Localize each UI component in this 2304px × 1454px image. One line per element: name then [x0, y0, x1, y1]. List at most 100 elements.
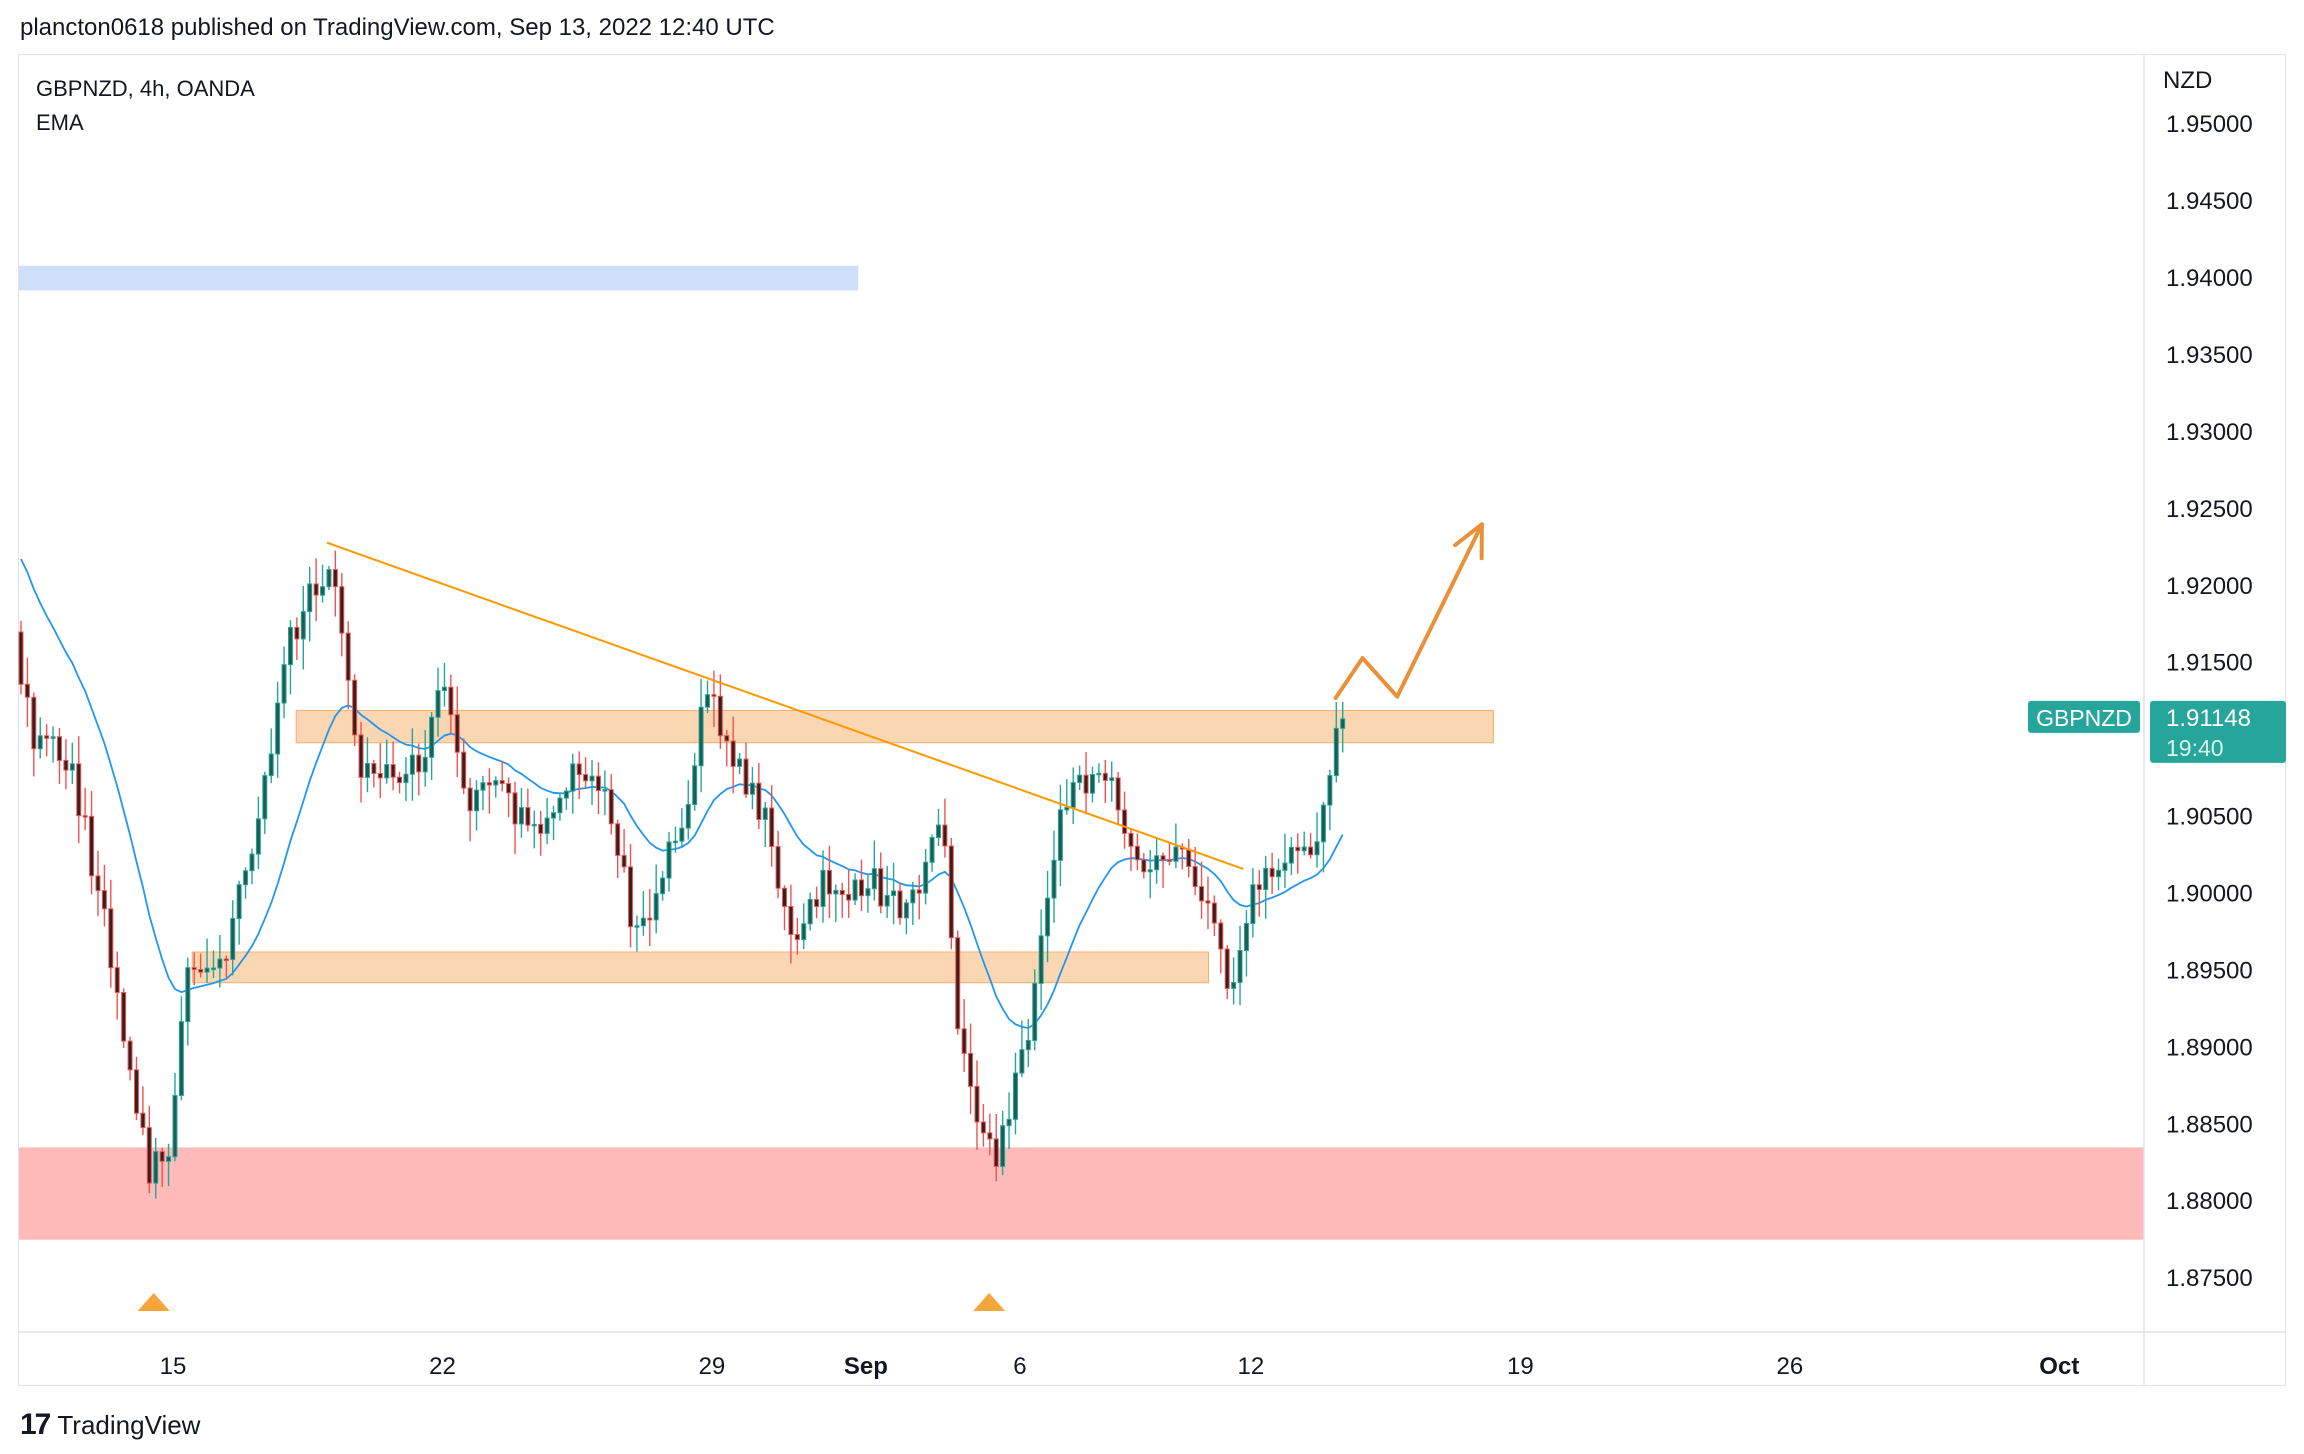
candle-down: [878, 868, 884, 907]
candle-down: [1192, 866, 1198, 888]
candle-up: [865, 888, 871, 897]
price-tick-label: 1.87500: [2166, 1265, 2253, 1292]
candle-down: [339, 586, 345, 634]
candle-down: [628, 866, 634, 928]
candle-up: [217, 958, 223, 969]
candle-down: [332, 569, 338, 588]
candle-up: [737, 758, 743, 767]
candle-down: [583, 774, 589, 782]
candle-down: [993, 1138, 999, 1168]
candle-down: [191, 967, 197, 971]
candle-up: [166, 1156, 172, 1162]
candle-down: [44, 735, 50, 739]
candle-down: [717, 695, 723, 737]
candle-down: [916, 889, 922, 894]
candle-up: [891, 890, 897, 896]
candle-up: [307, 583, 313, 613]
candle-up: [403, 773, 409, 784]
candle-down: [371, 763, 377, 774]
candle-up: [384, 764, 390, 779]
candle-up: [275, 702, 281, 755]
candle-down: [769, 807, 775, 848]
candle-down: [826, 869, 832, 895]
candle-down: [1122, 809, 1128, 834]
candle-down: [121, 991, 127, 1042]
candle-down: [1224, 948, 1230, 989]
candle-up: [801, 923, 807, 941]
candle-up: [672, 840, 678, 844]
candle-down: [955, 937, 961, 1030]
candle-down: [576, 763, 582, 776]
currency-label: NZD: [2163, 67, 2212, 94]
candle-down: [506, 783, 512, 794]
candle-down: [711, 694, 717, 697]
candle-up: [910, 889, 916, 904]
price-tick-label: 1.93500: [2166, 342, 2253, 369]
price-tick-label: 1.95000: [2166, 111, 2253, 138]
candle-down: [647, 917, 653, 921]
time-tick-label: 15: [160, 1353, 187, 1380]
bar-countdown-label: 19:40: [2166, 735, 2224, 761]
axes-layer: NZD 1.95000 1.94500 1.94000 1.93500 1.93000 1.…: [19, 55, 2286, 1385]
candle-up: [1045, 897, 1051, 937]
price-tick-label: 1.90000: [2166, 881, 2253, 908]
brand-footer[interactable]: 17 TradingView: [20, 1408, 200, 1442]
candle-down: [108, 908, 114, 969]
candle-up: [37, 735, 43, 750]
resistance-zone-orange: [295, 709, 1494, 744]
candlestick-chart[interactable]: NZD 1.95000 1.94500 1.94000 1.93500 1.93000 1.…: [0, 0, 2304, 1400]
candle-up: [255, 818, 261, 855]
candle-down: [95, 875, 101, 892]
candle-up: [929, 837, 935, 863]
annotations-layer: [137, 522, 1484, 1311]
candle-down: [454, 714, 460, 753]
symbol-title[interactable]: GBPNZD, 4h, OANDA: [36, 76, 255, 101]
candle-up: [705, 694, 710, 708]
demand-zone-red: [19, 1147, 2144, 1240]
up-triangle-marker-icon: [137, 1293, 170, 1311]
candle-down: [974, 1085, 980, 1123]
candle-down: [621, 854, 627, 868]
candle-down: [1211, 902, 1217, 924]
candle-up: [698, 706, 704, 767]
candle-up: [570, 763, 576, 792]
brand-name: TradingView: [57, 1409, 201, 1440]
candle-up: [281, 664, 287, 704]
symbol-badge: [2028, 700, 2140, 733]
candle-down: [1166, 859, 1172, 862]
up-triangle-marker-icon: [973, 1293, 1006, 1311]
price-tick-label: 1.94000: [2166, 265, 2253, 292]
candle-down: [294, 626, 300, 640]
candle-up: [1250, 884, 1256, 924]
candle-up: [243, 870, 249, 886]
candle-down: [794, 933, 800, 941]
candle-up: [422, 756, 428, 773]
candle-down: [56, 736, 62, 761]
candle-up: [1314, 841, 1320, 856]
candle-up: [493, 780, 499, 786]
candle-up: [1006, 1118, 1012, 1127]
price-tick-label: 1.93000: [2166, 419, 2253, 446]
candle-up: [50, 736, 56, 739]
price-tick-label: 1.88000: [2166, 1188, 2253, 1215]
candle-down: [1256, 884, 1262, 891]
candle-down: [948, 845, 954, 939]
candle-up: [634, 925, 640, 928]
candle-up: [923, 861, 929, 894]
indicator-label-ema[interactable]: EMA: [36, 110, 84, 135]
time-tick-label: 29: [699, 1353, 726, 1380]
tradingview-logo-icon: 17: [20, 1408, 51, 1441]
candle-down: [1269, 867, 1275, 878]
price-tick-label: 1.89500: [2166, 957, 2253, 984]
candle-down: [1141, 859, 1147, 873]
last-price-badge: [2150, 700, 2286, 763]
candle-down: [897, 890, 903, 919]
candle-down: [146, 1127, 152, 1184]
candle-up: [300, 611, 306, 640]
candle-down: [82, 815, 88, 818]
candle-up: [1064, 807, 1070, 811]
candle-down: [352, 679, 358, 736]
candle-up: [1301, 846, 1307, 852]
candle-down: [24, 683, 30, 698]
candle-down: [313, 583, 319, 596]
